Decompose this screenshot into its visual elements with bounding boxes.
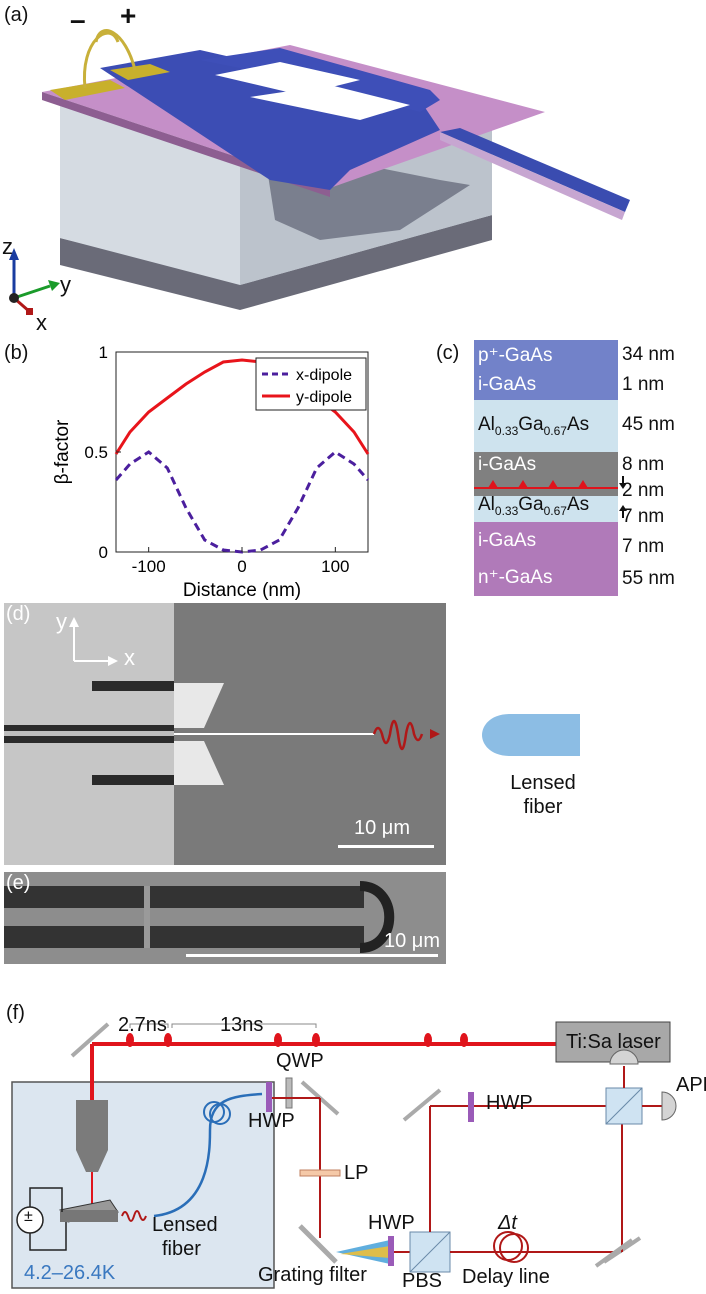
sem-axis-y: y: [56, 609, 67, 634]
layer-algaas-2: Al0.33Ga0.67As: [478, 494, 590, 518]
thickness-55: 55 nm: [622, 568, 675, 589]
device-illustration: [9, 29, 630, 315]
pbs-label: PBS: [402, 1270, 443, 1292]
layer-i-gaas-1: i-GaAs: [478, 374, 537, 395]
panel-label-a: (a): [4, 4, 29, 26]
laser-label: Ti:Sa laser: [566, 1031, 661, 1053]
axis-x-label: x: [36, 310, 47, 335]
setup-lensed-label-1: Lensed: [152, 1214, 218, 1236]
layer-n-gaas-block: [474, 522, 618, 596]
setup-lensed-label-2: fiber: [162, 1238, 201, 1260]
layer-p-gaas-block: [474, 340, 618, 400]
hwp-label-3: HWP: [368, 1212, 415, 1234]
substrate-bottom: [60, 215, 492, 310]
panel-label-b: (b): [4, 342, 29, 364]
pulse-sep-label: 2.7ns: [118, 1014, 167, 1036]
gold-pad-left: [50, 80, 125, 100]
axis-z-label: z: [2, 234, 13, 259]
panel-label-f: (f): [6, 1002, 25, 1024]
sem-image-d: (d) y x 10 μm: [4, 603, 446, 865]
y-tick-label: 0: [99, 543, 108, 562]
quantum-dot-layer: [474, 480, 618, 489]
layer-algaas-top-block: [474, 400, 618, 452]
legend-label-x-dipole: x-dipole: [296, 367, 352, 384]
thickness-arrows: [619, 476, 627, 518]
delay-dt-label: Δt: [498, 1212, 517, 1234]
minus-sign: –: [70, 4, 86, 35]
layer-algaas-bottom-block: [474, 496, 618, 522]
beta-factor-chart: -100 0 100 0 0.5 1 Distance (nm) β-factor x-dipo…: [52, 343, 370, 601]
layer-algaas-1: Al0.33Ga0.67As: [478, 414, 590, 438]
voltage-source-sign: ±: [24, 1208, 33, 1225]
scalebar-label-d: 10 μm: [354, 817, 410, 839]
thickness-45: 45 nm: [622, 414, 675, 435]
sem-image-e: (e) 10 μm: [4, 872, 446, 964]
panel-label-d: (d): [6, 603, 31, 625]
temperature-label: 4.2–26.4K: [24, 1262, 116, 1284]
waveguide: [440, 128, 630, 212]
y-tick-label: 1: [99, 343, 108, 362]
delay-line-label: Delay line: [462, 1266, 550, 1288]
hwp-label-1: HWP: [248, 1110, 295, 1132]
qwp-label: QWP: [276, 1050, 324, 1072]
x-tick-label: 100: [321, 557, 349, 576]
legend-box: [255, 357, 367, 411]
cryostat-box: [11, 1081, 275, 1289]
thickness-1: 1 nm: [622, 374, 665, 395]
rep-period-label: 13ns: [220, 1014, 264, 1036]
sem-axis-x: x: [124, 645, 135, 670]
lensed-fiber-label-2: fiber: [523, 796, 563, 818]
x-tick-label: -100: [132, 557, 166, 576]
panel-label-e: (e): [6, 872, 31, 894]
panel-label-c: (c): [436, 342, 460, 364]
lp-label: LP: [344, 1162, 369, 1184]
blue-structure: [100, 50, 440, 190]
layer-i-gaas-3: i-GaAs: [478, 530, 537, 551]
series-line-x-dipole: [114, 450, 370, 554]
lensed-fiber-icon: [482, 714, 580, 756]
layer-i-gaas-2: i-GaAs: [478, 454, 537, 475]
apds-label: APDs: [676, 1074, 706, 1096]
thickness-34: 34 nm: [622, 344, 675, 365]
hwp-label-2: HWP: [486, 1092, 533, 1114]
y-axis-label: β-factor: [52, 419, 73, 484]
axis-y-label: y: [60, 272, 71, 297]
thickness-2: 2 nm: [622, 480, 665, 501]
layer-p-gaas: p⁺-GaAs: [478, 345, 553, 366]
y-tick-label: 0.5: [84, 443, 108, 462]
thickness-7a: 7 nm: [622, 506, 665, 527]
scalebar-label-e: 10 μm: [384, 930, 440, 952]
lensed-fiber-label-1: Lensed: [510, 772, 576, 794]
grating-filter-label: Grating filter: [258, 1264, 367, 1286]
thickness-8: 8 nm: [622, 454, 665, 475]
plus-sign: +: [120, 0, 137, 31]
thickness-7b: 7 nm: [622, 536, 665, 557]
legend-label-y-dipole: y-dipole: [296, 389, 352, 406]
gold-pad-right: [110, 64, 170, 80]
x-axis-label: Distance (nm): [183, 580, 301, 601]
layer-n-gaas: n⁺-GaAs: [478, 567, 553, 588]
x-tick-label: 0: [237, 557, 246, 576]
optical-setup-diagram: [11, 1021, 677, 1289]
